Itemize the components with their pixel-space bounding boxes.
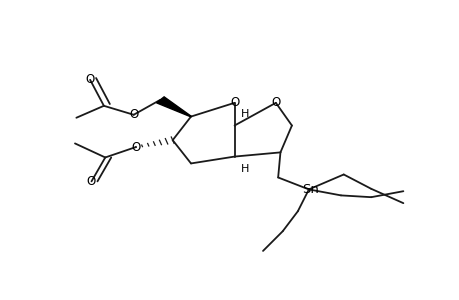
Text: Sn: Sn [301, 183, 318, 196]
Text: O: O [230, 96, 239, 109]
Text: H: H [240, 109, 248, 119]
Text: O: O [271, 96, 280, 109]
Text: O: O [129, 108, 138, 121]
Text: O: O [85, 73, 95, 86]
Polygon shape [156, 97, 191, 117]
Text: H: H [240, 164, 248, 174]
Text: O: O [87, 175, 96, 188]
Text: O: O [131, 140, 140, 154]
